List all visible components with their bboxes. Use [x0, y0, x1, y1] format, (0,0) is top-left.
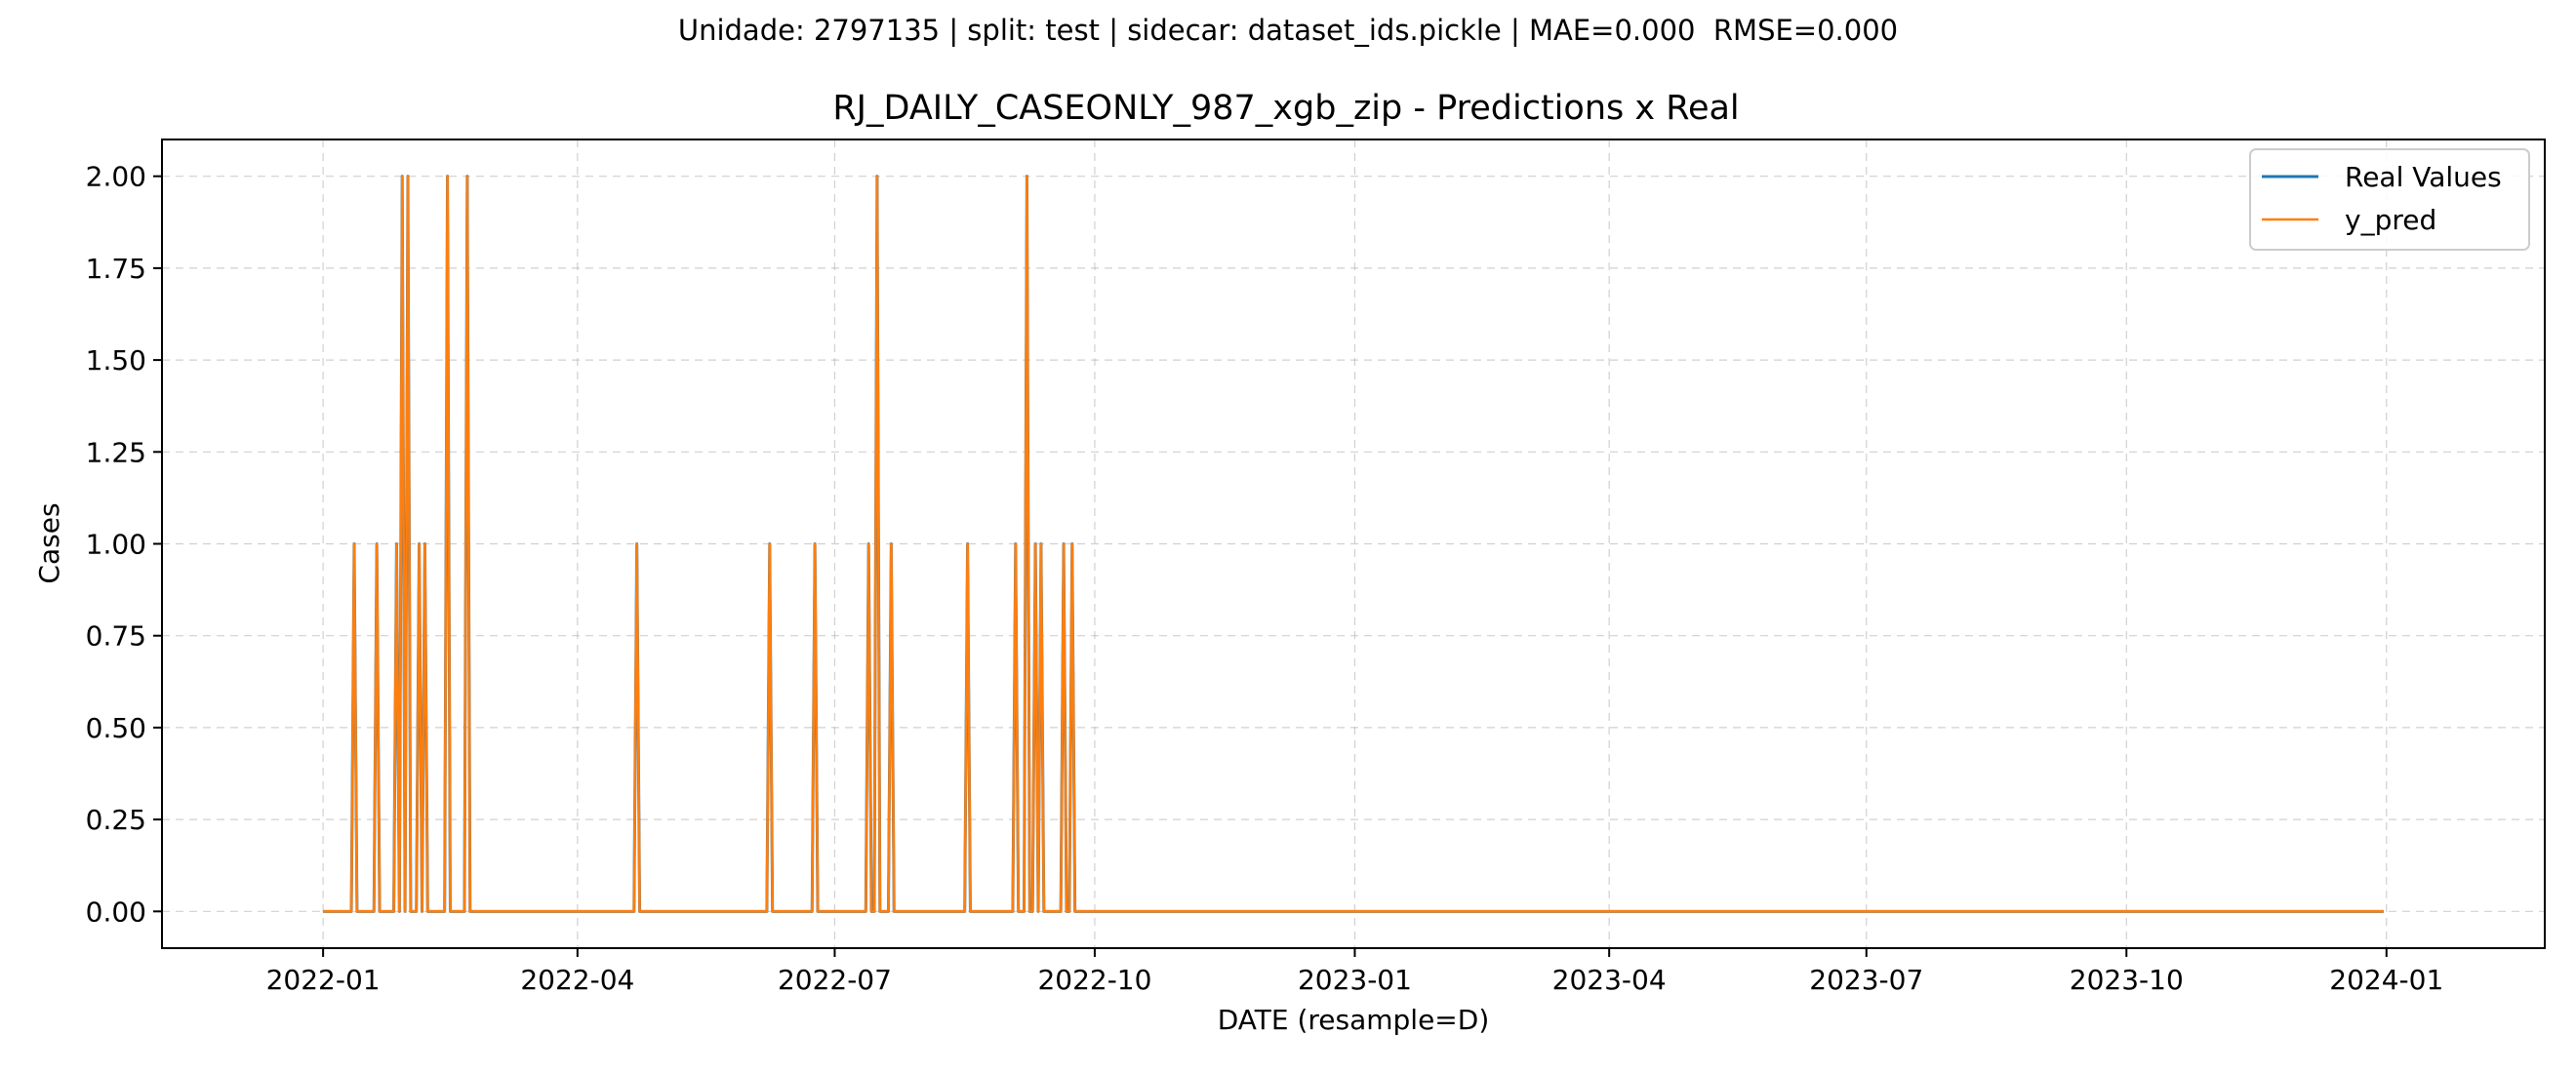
y-tick-label: 0.50	[86, 712, 146, 744]
x-tick-label: 2022-01	[266, 964, 381, 996]
legend-label-real-values: Real Values	[2345, 161, 2502, 193]
x-axis-label: DATE (resample=D)	[1218, 1004, 1490, 1036]
x-tick-label: 2022-04	[520, 964, 634, 996]
x-tick-label: 2023-04	[1552, 964, 1667, 996]
chart-title: RJ_DAILY_CASEONLY_987_xgb_zip - Predicti…	[832, 89, 1739, 128]
legend-box	[2249, 148, 2530, 251]
y-tick-label: 0.75	[86, 620, 146, 653]
y-axis-ticks: 0.00 0.25 0.50 0.75 1.00 1.25 1.50 1.75 2.00	[86, 161, 162, 928]
y-tick-label: 1.25	[86, 436, 146, 468]
x-tick-label: 2023-10	[2070, 964, 2184, 996]
x-tick-label: 2023-01	[1298, 964, 1412, 996]
legend: Real Values y_pred	[2249, 148, 2530, 251]
y-axis-label: Cases	[33, 502, 65, 583]
x-tick-label: 2022-10	[1037, 964, 1151, 996]
y-tick-label: 1.75	[86, 253, 146, 285]
y-tick-label: 0.25	[86, 804, 146, 836]
x-tick-label: 2022-07	[778, 964, 892, 996]
y-tick-label: 2.00	[86, 161, 146, 193]
x-tick-label: 2024-01	[2329, 964, 2443, 996]
series-layer	[323, 175, 2384, 913]
x-axis-ticks: 2022-01 2022-04 2022-07 2022-10 2023-01 2023-…	[266, 948, 2443, 996]
y-tick-label: 1.50	[86, 344, 146, 377]
y-tick-label: 0.00	[86, 895, 146, 928]
legend-label-y-pred: y_pred	[2345, 204, 2436, 236]
series-line-y-pred	[323, 175, 2384, 913]
y-tick-label: 1.00	[86, 529, 146, 561]
figure-suptitle: Unidade: 2797135 | split: test | sidecar…	[677, 14, 1899, 47]
x-tick-label: 2023-07	[1809, 964, 1923, 996]
chart-grid	[162, 139, 2545, 948]
